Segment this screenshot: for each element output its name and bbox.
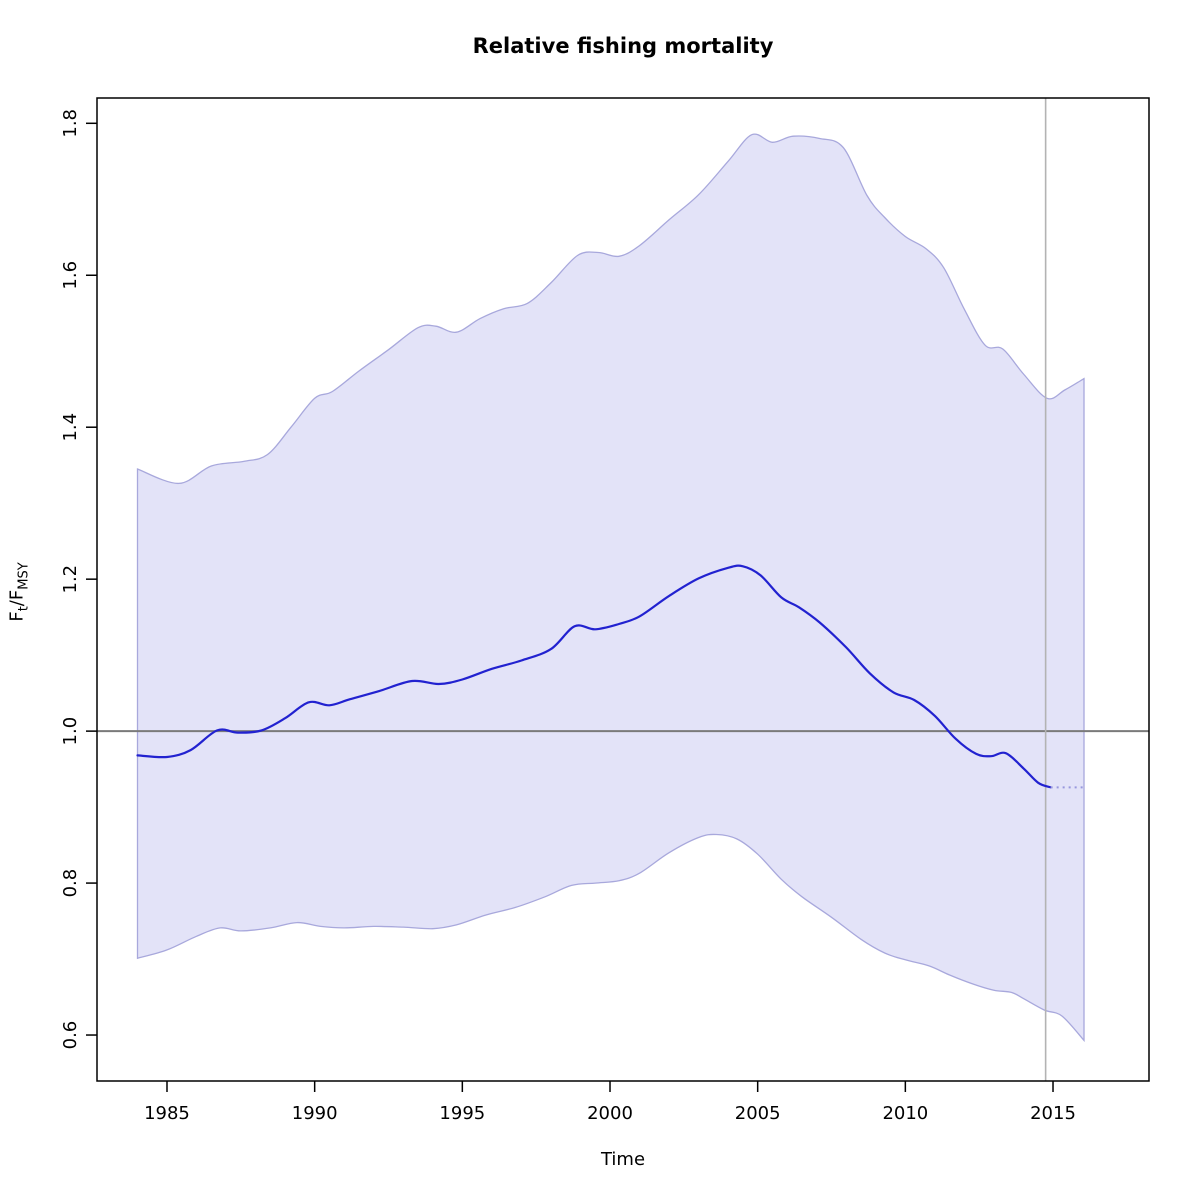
plot-border <box>96 97 1150 1082</box>
axes-layer: 1985 1990 1995 2000 2005 2010 2015 0.6 0.8 1.0 1.2… <box>60 97 1150 1124</box>
y-tick-label: 1.6 <box>60 261 81 290</box>
confidence-band <box>136 133 1085 1043</box>
x-tick-label: 1990 <box>292 1103 338 1124</box>
x-tick-label: 2015 <box>1030 1103 1076 1124</box>
reference-layer <box>97 98 1149 1081</box>
x-tick-label: 2005 <box>735 1103 781 1124</box>
y-tick-label: 1.4 <box>60 413 81 442</box>
y-tick-label: 0.8 <box>60 869 81 898</box>
x-tick-label: 2010 <box>882 1103 928 1124</box>
y-tick-label: 1.8 <box>60 109 81 138</box>
x-tick-label: 2000 <box>587 1103 633 1124</box>
chart-title: Relative fishing mortality <box>472 34 774 58</box>
series-layer <box>136 564 1085 789</box>
x-tick-label: 1995 <box>439 1103 485 1124</box>
estimate-line <box>136 564 1052 789</box>
band-layer <box>136 133 1085 1043</box>
y-tick-label: 0.6 <box>60 1021 81 1050</box>
y-tick-label: 1.0 <box>60 717 81 746</box>
y-tick-label: 1.2 <box>60 565 81 594</box>
x-axis-label: Time <box>600 1149 646 1170</box>
x-tick-label: 1985 <box>144 1103 190 1124</box>
